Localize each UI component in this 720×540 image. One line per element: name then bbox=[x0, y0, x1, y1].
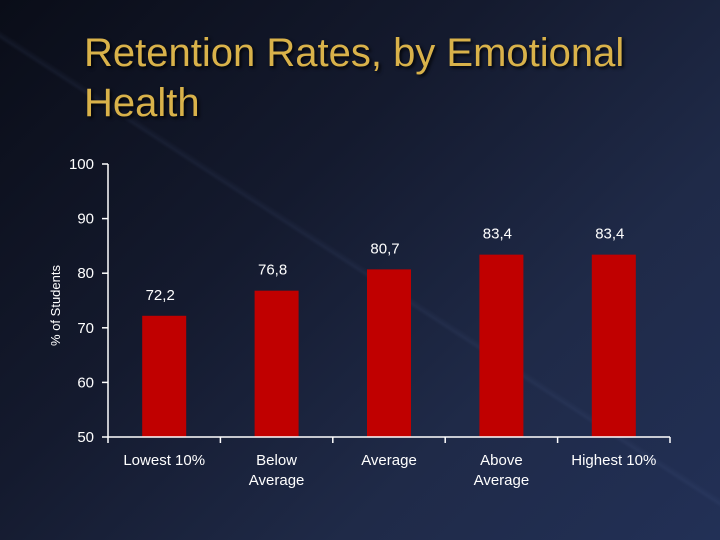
bar bbox=[142, 315, 187, 437]
x-category-label: Above Average bbox=[474, 452, 530, 489]
bar bbox=[254, 290, 299, 437]
bar-value-label: 83,4 bbox=[595, 226, 624, 243]
bar bbox=[479, 254, 524, 437]
bar-value-label: 83,4 bbox=[483, 226, 512, 243]
y-tick-label: 90 bbox=[77, 211, 94, 228]
x-category-label: Below Average bbox=[249, 452, 305, 489]
y-tick-label: 60 bbox=[77, 374, 94, 391]
bar-value-label: 72,2 bbox=[146, 287, 175, 304]
y-tick-label: 100 bbox=[69, 156, 94, 173]
x-category-label: Average bbox=[361, 452, 417, 469]
y-tick-label: 80 bbox=[77, 265, 94, 282]
y-tick-label: 70 bbox=[77, 320, 94, 337]
bar-value-label: 80,7 bbox=[370, 240, 399, 257]
chart-title: Retention Rates, by Emotional Health bbox=[84, 31, 625, 125]
y-axis-label: % of Students bbox=[48, 265, 63, 346]
bar bbox=[591, 254, 636, 437]
y-tick-label: 50 bbox=[77, 429, 94, 446]
bar bbox=[367, 269, 411, 437]
x-category-label: Highest 10% bbox=[571, 452, 656, 469]
bar-value-label: 76,8 bbox=[258, 262, 287, 279]
x-category-label: Lowest 10% bbox=[123, 452, 205, 469]
